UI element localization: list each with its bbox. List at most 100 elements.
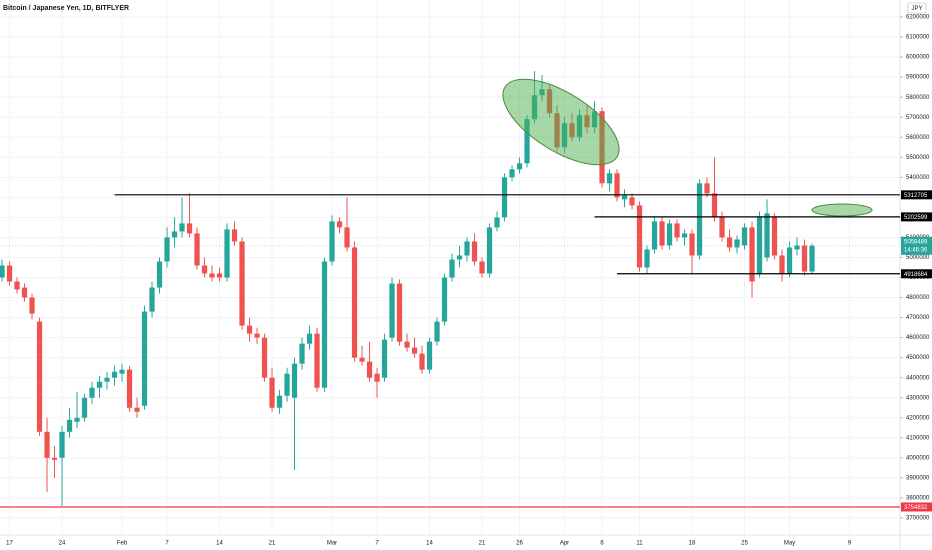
y-tick-label: 3900000 (906, 475, 930, 481)
candle-body (179, 223, 185, 232)
level-label: 3754832 (904, 505, 928, 511)
candle-body (614, 173, 620, 198)
candle-body (479, 261, 485, 274)
candle-body (104, 377, 110, 382)
level-label-box (901, 269, 932, 279)
candle-body (374, 373, 380, 382)
candle-body (21, 287, 28, 298)
y-tick-label: 5900000 (906, 75, 930, 81)
x-tick-label: 24 (59, 541, 66, 547)
y-tick-label: 6100000 (906, 35, 930, 41)
candle-body (224, 229, 230, 278)
candle-body (321, 261, 328, 388)
candle-body (81, 397, 88, 418)
candle-body (441, 277, 448, 322)
x-tick-label: 6 (600, 541, 604, 547)
candle-body (629, 197, 635, 206)
y-tick-label: 4500000 (906, 355, 930, 361)
candle-body (246, 325, 253, 334)
candle-body (606, 173, 613, 184)
y-tick-label: 4600000 (906, 335, 930, 341)
y-tick-label: 4700000 (906, 315, 930, 321)
candle-body (471, 241, 478, 262)
y-tick-label: 4400000 (906, 375, 930, 381)
x-tick-label: 21 (479, 541, 486, 547)
candle-body (149, 287, 155, 312)
candle-body (456, 255, 463, 260)
x-tick-label: 9 (848, 541, 852, 547)
candle-body (36, 321, 43, 432)
candle-body (726, 237, 733, 248)
candle-body (666, 223, 673, 246)
candle-body (801, 245, 808, 272)
y-tick-label: 4200000 (906, 415, 930, 421)
candle-body (44, 431, 50, 458)
candle-body (359, 357, 365, 362)
x-tick-label: 17 (6, 541, 13, 547)
candle-body (291, 363, 298, 398)
plot (0, 0, 900, 535)
x-tick-label: 14 (426, 541, 433, 547)
y-tick-label: 4300000 (906, 395, 930, 401)
countdown-label: 14:46:36 (904, 247, 928, 253)
y-tick-label: 5000000 (906, 255, 930, 261)
y-tick-label: 5800000 (906, 95, 930, 101)
candle-body (411, 347, 418, 354)
candle-body (636, 205, 643, 268)
candle-body (186, 223, 193, 234)
candle-body (74, 417, 80, 422)
x-tick-label: 21 (269, 541, 276, 547)
candle-body (119, 369, 125, 374)
candle-body (786, 247, 793, 274)
level-label-box (901, 190, 932, 200)
candle-body (111, 371, 118, 378)
y-tick-label: 4000000 (906, 455, 930, 461)
candle-body (276, 395, 283, 408)
candle-body (644, 249, 650, 268)
currency: JPY (911, 6, 922, 12)
x-tick-label: Mar (327, 541, 337, 547)
x-tick-label: 18 (689, 541, 696, 547)
candle-body (59, 431, 65, 458)
candle-body (419, 353, 425, 370)
candle-body (366, 361, 373, 378)
candle-body (336, 221, 343, 228)
candle-body (209, 273, 215, 278)
candle-body (171, 231, 178, 238)
level-label: 5312705 (904, 193, 928, 199)
candle-body (284, 373, 290, 396)
candle-body (704, 183, 710, 194)
candle-body (486, 227, 493, 274)
candle-body (306, 333, 313, 344)
candle-body (231, 229, 238, 242)
candle-body (261, 337, 268, 378)
candle-body (524, 119, 530, 164)
candle-body (396, 283, 403, 342)
candle-body (794, 245, 800, 250)
candle-body (771, 217, 778, 256)
x-tick-label: 11 (636, 541, 643, 547)
candle-body (344, 227, 350, 248)
candle-body (29, 297, 35, 314)
x-tick-label: 7 (375, 541, 379, 547)
candle-body (749, 227, 755, 282)
candle-body (314, 333, 320, 388)
x-tick-label: May (784, 541, 795, 547)
y-tick-label: 4800000 (906, 295, 930, 301)
candle-body (66, 419, 73, 432)
candle-body (449, 259, 455, 278)
candle-body (0, 265, 5, 278)
candle-body (389, 283, 395, 338)
candle-body (516, 163, 523, 170)
candle-body (779, 255, 785, 274)
y-tick-label: 4100000 (906, 435, 930, 441)
currency-box (907, 2, 927, 14)
candle-body (239, 241, 245, 326)
y-tick-label: 6000000 (906, 55, 930, 61)
candle-body (164, 237, 170, 262)
candle-body (494, 217, 500, 228)
level-label-box (901, 212, 932, 222)
candle-body (711, 193, 718, 218)
candle-body (14, 281, 20, 290)
